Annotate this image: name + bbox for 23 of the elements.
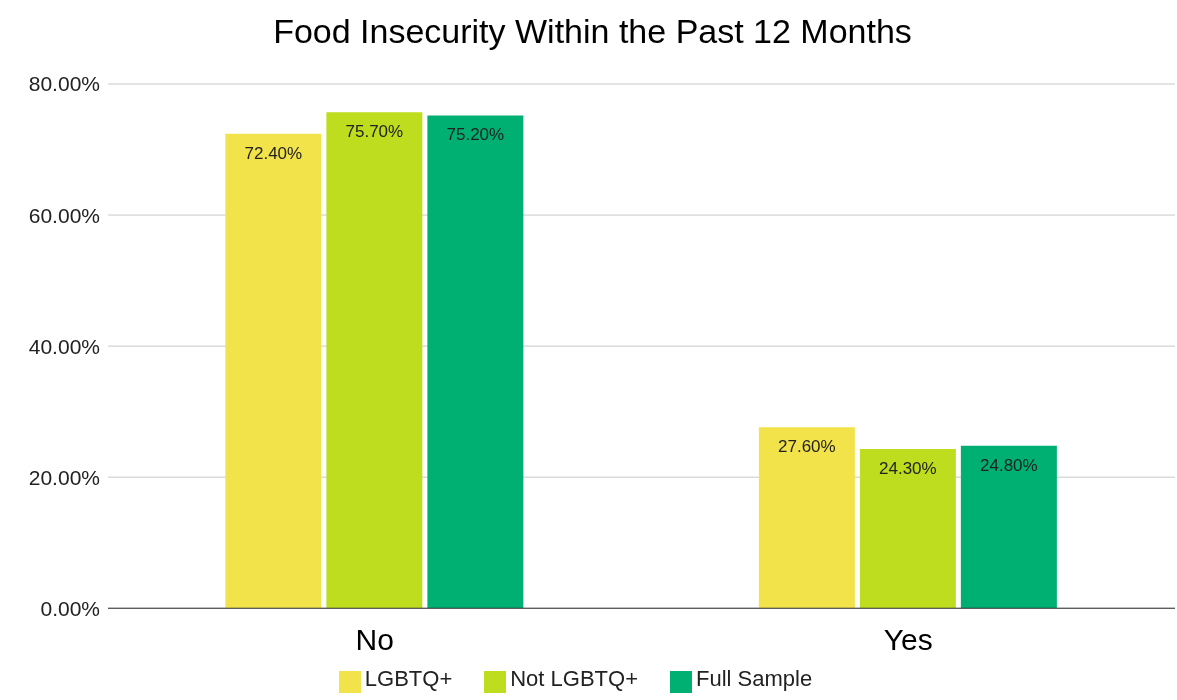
legend-label: LGBTQ+ (364, 666, 453, 692)
legend-label: Not LGBTQ+ (510, 666, 639, 692)
y-tick-label: 20.00% (28, 465, 100, 489)
y-tick-label: 0.00% (40, 596, 100, 620)
bar (427, 115, 524, 609)
data-label: 27.60% (778, 437, 836, 457)
x-tick-label: No (355, 622, 394, 656)
data-label: 75.20% (446, 125, 505, 145)
data-label: 75.70% (345, 122, 404, 142)
legend-label: Full Sample (696, 666, 813, 692)
chart-title: Food Insecurity Within the Past 12 Months (272, 11, 913, 52)
bar (960, 445, 1057, 609)
bar (859, 449, 956, 609)
data-label: 24.80% (980, 455, 1038, 475)
bar (758, 427, 855, 609)
y-tick-label: 80.00% (28, 72, 100, 96)
data-label: 72.40% (244, 143, 303, 163)
y-tick-label: 40.00% (28, 334, 100, 358)
x-tick-label: Yes (883, 622, 933, 656)
bar (225, 133, 322, 609)
data-label: 24.30% (879, 459, 937, 478)
y-tick-label: 60.00% (28, 203, 100, 227)
bar (326, 112, 423, 609)
